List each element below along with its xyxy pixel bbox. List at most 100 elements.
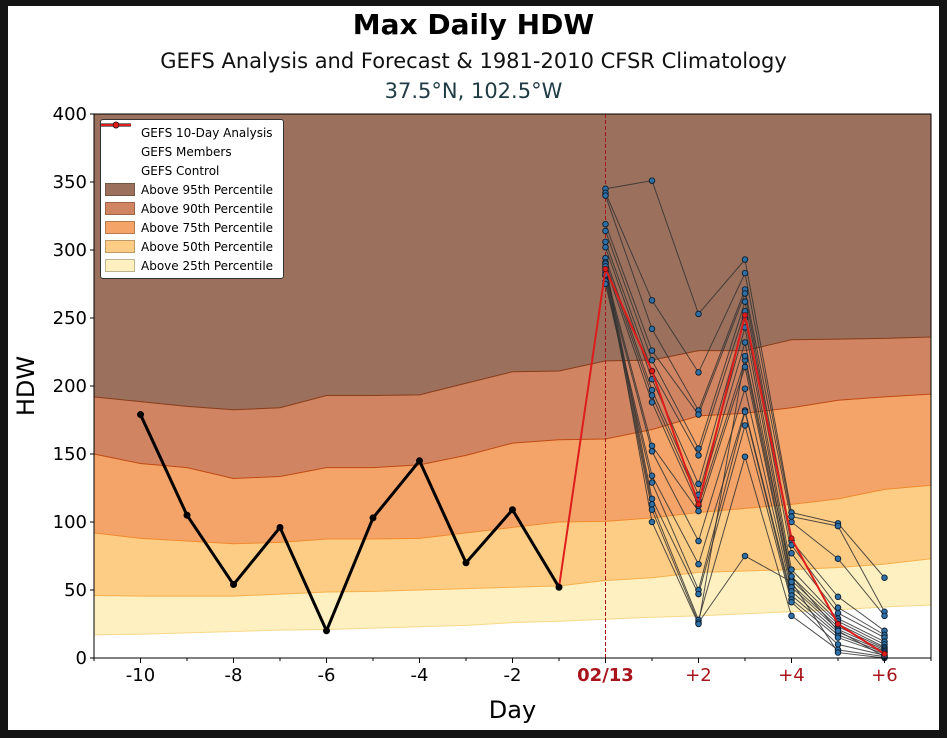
legend-item: Above 25th Percentile xyxy=(101,256,283,275)
legend-label: GEFS Control xyxy=(141,163,220,178)
analysis-line xyxy=(139,413,561,633)
member-point xyxy=(695,369,702,376)
x-tick-label: 02/13 xyxy=(577,665,634,686)
member-point xyxy=(834,609,842,617)
analysis-point xyxy=(462,559,470,567)
y-tick-label: 100 xyxy=(53,512,87,533)
control-point xyxy=(835,621,842,628)
analysis-point xyxy=(416,457,423,465)
member-point xyxy=(648,448,656,455)
member-point xyxy=(741,408,749,416)
analysis-point xyxy=(509,506,516,514)
member-point xyxy=(602,238,609,246)
member-point xyxy=(648,392,656,399)
member-point xyxy=(881,574,888,582)
analysis-point xyxy=(555,583,563,591)
member-point xyxy=(741,298,749,305)
member-point xyxy=(648,472,656,480)
legend-item: GEFS Members xyxy=(101,121,283,161)
member-point xyxy=(788,573,795,580)
member-point xyxy=(788,612,795,620)
y-tick-label: 150 xyxy=(53,444,87,465)
p25-line xyxy=(93,604,932,636)
legend-label: Above 95th Percentile xyxy=(141,182,274,197)
y-tick-label: 400 xyxy=(53,104,87,125)
legend-label: GEFS Members xyxy=(141,144,232,159)
analysis-point xyxy=(323,627,330,635)
member-point xyxy=(741,422,749,429)
member-point xyxy=(788,598,795,606)
member-point xyxy=(741,453,749,460)
member-point xyxy=(834,555,842,562)
p90-line xyxy=(93,393,932,479)
x-tick-label: +2 xyxy=(685,665,712,686)
band-above-50th xyxy=(94,485,931,597)
analysis-point xyxy=(230,581,237,589)
band-above-90th xyxy=(94,337,931,479)
legend: GEFS 10-Day Analysis GEFS Members GEFS Con… xyxy=(100,119,284,279)
member-point xyxy=(648,495,656,503)
y-tick-label: 200 xyxy=(53,376,87,397)
legend-symbol xyxy=(105,240,135,253)
member-point xyxy=(834,627,842,635)
band-above-25th xyxy=(94,558,931,635)
y-tick-label: 250 xyxy=(53,308,87,329)
member-point xyxy=(741,290,749,297)
member-point xyxy=(788,578,795,586)
member-point xyxy=(648,518,656,526)
member-point xyxy=(602,220,609,228)
member-point xyxy=(695,590,702,598)
member-point xyxy=(741,339,749,346)
chart-svg: 0 50 100 150 200 250 300 350 400 -10 -8 -6 -4 -2 02/13… xyxy=(12,104,932,724)
member-point xyxy=(695,537,702,545)
y-axis-label: HDW xyxy=(12,356,40,416)
member-point xyxy=(648,399,656,406)
chart-location: 37.5°N, 102.5°W xyxy=(384,79,563,103)
legend-item: Above 95th Percentile xyxy=(101,180,283,199)
x-tick-label: -10 xyxy=(126,665,155,686)
member-point xyxy=(834,649,842,656)
member-point xyxy=(741,269,749,277)
member-point xyxy=(648,177,656,184)
y-tick-label: 50 xyxy=(64,580,87,601)
member-point xyxy=(602,244,609,251)
member-point xyxy=(695,411,702,418)
member-point xyxy=(648,479,656,486)
legend-item: Above 75th Percentile xyxy=(101,218,283,237)
figure-frame: Max Daily HDW GEFS Analysis and Forecast… xyxy=(8,6,939,730)
analysis-point xyxy=(369,514,377,522)
member-point xyxy=(741,385,749,392)
member-point xyxy=(602,192,609,199)
member-point xyxy=(602,227,609,235)
p95-line xyxy=(93,336,932,411)
legend-symbol xyxy=(105,259,135,272)
member-point xyxy=(695,620,702,628)
x-axis-label: Day xyxy=(489,696,536,724)
member-point xyxy=(695,507,702,515)
x-tick-label: +4 xyxy=(778,665,805,686)
member-point xyxy=(695,310,702,318)
control-point xyxy=(649,368,656,375)
member-point xyxy=(834,522,842,530)
control-point xyxy=(602,266,609,273)
legend-symbol xyxy=(105,202,135,215)
x-tick-label: -6 xyxy=(318,665,336,686)
control-point xyxy=(695,501,702,508)
y-tick-label: 300 xyxy=(53,240,87,261)
member-point xyxy=(695,445,702,452)
control-point xyxy=(788,535,795,542)
member-point xyxy=(788,513,795,520)
x-tick-label: -8 xyxy=(225,665,243,686)
member-point xyxy=(741,256,749,263)
member-point xyxy=(695,452,702,459)
legend-label: Above 50th Percentile xyxy=(141,239,274,254)
band-above-95th xyxy=(94,114,931,410)
member-point xyxy=(788,518,795,526)
x-tick-label: +6 xyxy=(871,665,898,686)
analysis-point xyxy=(137,411,144,419)
member-point xyxy=(834,593,842,601)
legend-item: Above 90th Percentile xyxy=(101,199,283,218)
legend-item: Above 50th Percentile xyxy=(101,237,283,256)
legend-label: Above 75th Percentile xyxy=(141,220,274,235)
members-group xyxy=(602,177,888,662)
